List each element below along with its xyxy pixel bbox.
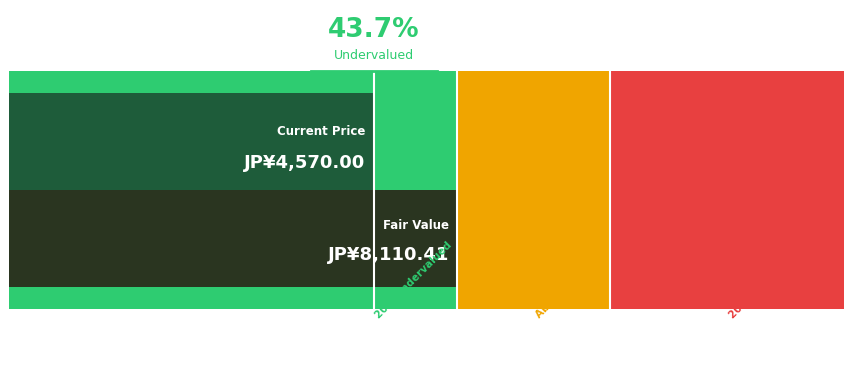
Bar bbox=[457, 71, 610, 309]
Bar bbox=[9, 287, 457, 309]
Bar bbox=[373, 71, 457, 309]
Text: About Right: About Right bbox=[533, 263, 590, 320]
Bar bbox=[610, 71, 843, 309]
Text: Current Price: Current Price bbox=[277, 125, 365, 138]
Text: 43.7%: 43.7% bbox=[328, 17, 419, 43]
Text: Undervalued: Undervalued bbox=[333, 49, 413, 62]
Bar bbox=[9, 71, 373, 93]
Text: 20% Overvalued: 20% Overvalued bbox=[727, 245, 802, 320]
Bar bbox=[9, 71, 373, 309]
Text: 20% Undervalued: 20% Undervalued bbox=[373, 239, 454, 320]
Text: JP¥8,110.41: JP¥8,110.41 bbox=[327, 246, 448, 264]
Text: Fair Value: Fair Value bbox=[383, 219, 448, 232]
Bar bbox=[9, 93, 373, 190]
Bar bbox=[9, 190, 457, 287]
Text: JP¥4,570.00: JP¥4,570.00 bbox=[244, 154, 365, 172]
